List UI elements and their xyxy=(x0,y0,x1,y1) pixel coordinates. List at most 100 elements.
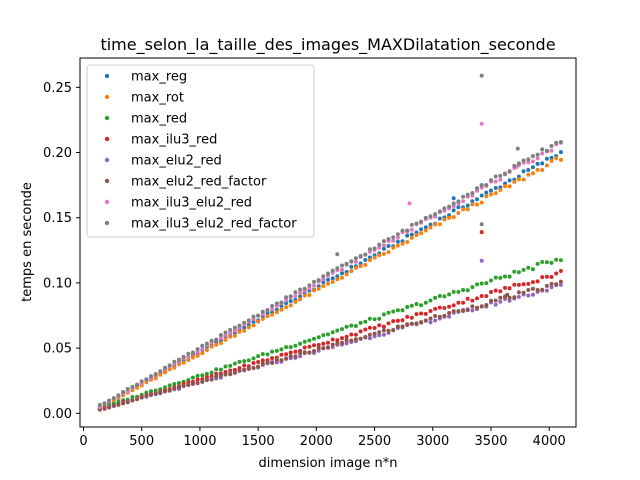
data-point xyxy=(344,341,349,346)
data-point xyxy=(381,243,386,248)
x-tick-label: 4000 xyxy=(533,434,566,449)
data-point xyxy=(456,211,461,215)
data-point-outlier xyxy=(505,292,510,297)
data-point xyxy=(284,305,289,310)
data-point xyxy=(479,193,484,198)
data-point xyxy=(167,363,172,368)
data-point xyxy=(503,184,507,189)
data-point xyxy=(256,360,261,364)
data-point xyxy=(470,285,475,290)
data-point xyxy=(330,342,335,347)
data-point xyxy=(349,269,354,274)
data-point xyxy=(302,339,307,344)
data-point xyxy=(391,328,396,333)
data-point xyxy=(200,347,205,352)
data-point xyxy=(335,266,340,271)
data-point xyxy=(330,268,335,273)
data-point xyxy=(284,352,289,357)
data-point xyxy=(461,288,466,292)
data-point xyxy=(214,337,219,342)
data-point xyxy=(367,325,372,330)
data-point xyxy=(503,285,507,290)
data-point xyxy=(386,237,391,241)
data-point xyxy=(498,295,503,300)
data-point xyxy=(391,309,396,314)
data-point xyxy=(270,304,275,308)
data-point xyxy=(163,365,167,370)
data-point xyxy=(516,161,521,166)
data-point xyxy=(251,323,256,328)
data-point xyxy=(256,313,261,318)
data-point xyxy=(242,363,247,368)
data-point xyxy=(456,289,461,294)
data-point xyxy=(544,288,549,293)
legend-label: max_red xyxy=(131,112,187,127)
data-point xyxy=(512,163,517,168)
data-point xyxy=(544,260,549,265)
data-point xyxy=(475,282,479,287)
data-point xyxy=(381,312,386,317)
legend-marker xyxy=(104,94,110,100)
data-point xyxy=(190,355,195,360)
data-point xyxy=(130,398,135,403)
data-point xyxy=(433,306,438,311)
data-point xyxy=(423,228,428,233)
data-point xyxy=(153,388,158,393)
data-point xyxy=(190,381,195,386)
data-point xyxy=(279,300,284,305)
data-point xyxy=(381,239,386,244)
legend-label: max_rot xyxy=(131,91,184,106)
data-point xyxy=(256,354,261,359)
data-point xyxy=(316,278,321,283)
data-point xyxy=(242,325,247,330)
data-point xyxy=(493,174,498,179)
data-point xyxy=(316,346,321,351)
data-point xyxy=(423,215,428,220)
data-point xyxy=(544,283,549,288)
data-point xyxy=(256,364,261,369)
data-point xyxy=(554,282,559,287)
data-point xyxy=(516,177,521,182)
data-point xyxy=(535,167,540,172)
data-point xyxy=(367,247,372,252)
data-point xyxy=(372,334,377,339)
data-point xyxy=(442,206,447,211)
data-point xyxy=(419,303,424,308)
data-point xyxy=(367,258,372,263)
data-point xyxy=(526,172,531,177)
data-point xyxy=(414,221,419,226)
data-point xyxy=(344,272,349,277)
data-point xyxy=(512,282,517,287)
data-point xyxy=(535,279,540,284)
data-point xyxy=(512,179,517,184)
data-point xyxy=(358,336,363,341)
data-point xyxy=(470,298,475,303)
data-point xyxy=(470,304,475,309)
data-point xyxy=(377,242,382,247)
data-point xyxy=(409,303,414,308)
data-point xyxy=(200,379,205,384)
data-point xyxy=(293,294,298,299)
data-point xyxy=(372,317,377,322)
data-point xyxy=(232,328,237,333)
data-point xyxy=(195,377,200,382)
data-point xyxy=(209,338,214,343)
data-point xyxy=(465,308,470,313)
data-point xyxy=(302,293,307,298)
data-point xyxy=(302,345,307,350)
data-point xyxy=(414,312,419,317)
data-point xyxy=(381,324,386,329)
legend-label: max_ilu3_red xyxy=(131,133,217,148)
data-point xyxy=(456,309,461,314)
data-point xyxy=(512,295,517,300)
data-point xyxy=(437,314,442,319)
data-point xyxy=(107,405,112,410)
data-point xyxy=(395,308,400,313)
data-point xyxy=(349,264,354,269)
data-point xyxy=(558,258,563,263)
data-point xyxy=(232,333,237,338)
data-point xyxy=(209,370,214,375)
data-point xyxy=(367,332,372,337)
data-point xyxy=(284,295,289,300)
data-point xyxy=(298,294,303,299)
